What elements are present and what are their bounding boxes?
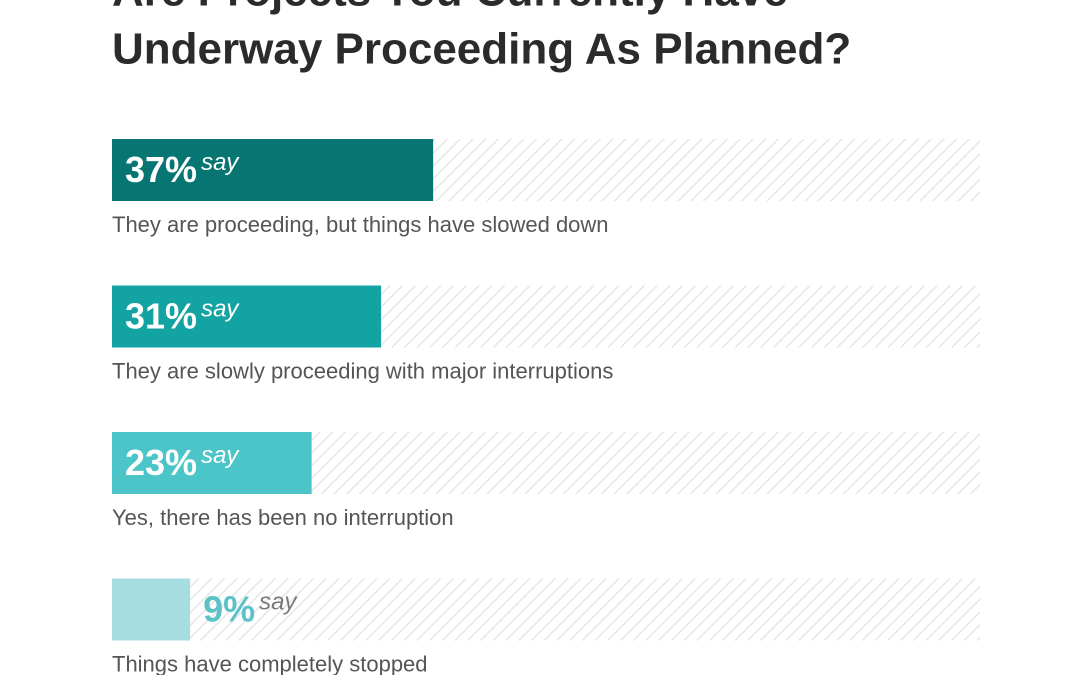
value-percent: 23% bbox=[125, 442, 197, 483]
bar bbox=[112, 432, 312, 494]
chart-title: Underway Proceeding As Planned? bbox=[112, 25, 851, 74]
value-percent: 31% bbox=[125, 295, 197, 336]
value-label: 37% say bbox=[125, 149, 240, 190]
value-suffix: say bbox=[259, 589, 298, 616]
value-label: 23% say bbox=[125, 442, 240, 483]
chart-title: Are Projects You Currently Have bbox=[112, 0, 788, 16]
bar bbox=[112, 578, 191, 641]
category-label: Yes, there has been no interruption bbox=[112, 505, 454, 530]
bar bbox=[112, 139, 434, 201]
bar-track bbox=[112, 578, 980, 641]
category-label: Things have completely stopped bbox=[112, 651, 428, 675]
value-suffix: say bbox=[201, 296, 240, 323]
value-percent: 9% bbox=[203, 588, 255, 629]
value-suffix: say bbox=[201, 149, 240, 176]
value-label: 9% say bbox=[203, 588, 298, 629]
bar bbox=[112, 285, 382, 348]
category-label: They are proceeding, but things have slo… bbox=[112, 212, 609, 237]
value-label: 31% say bbox=[125, 295, 240, 336]
category-label: They are slowly proceeding with major in… bbox=[112, 358, 613, 383]
value-percent: 37% bbox=[125, 149, 197, 190]
value-suffix: say bbox=[201, 442, 240, 469]
